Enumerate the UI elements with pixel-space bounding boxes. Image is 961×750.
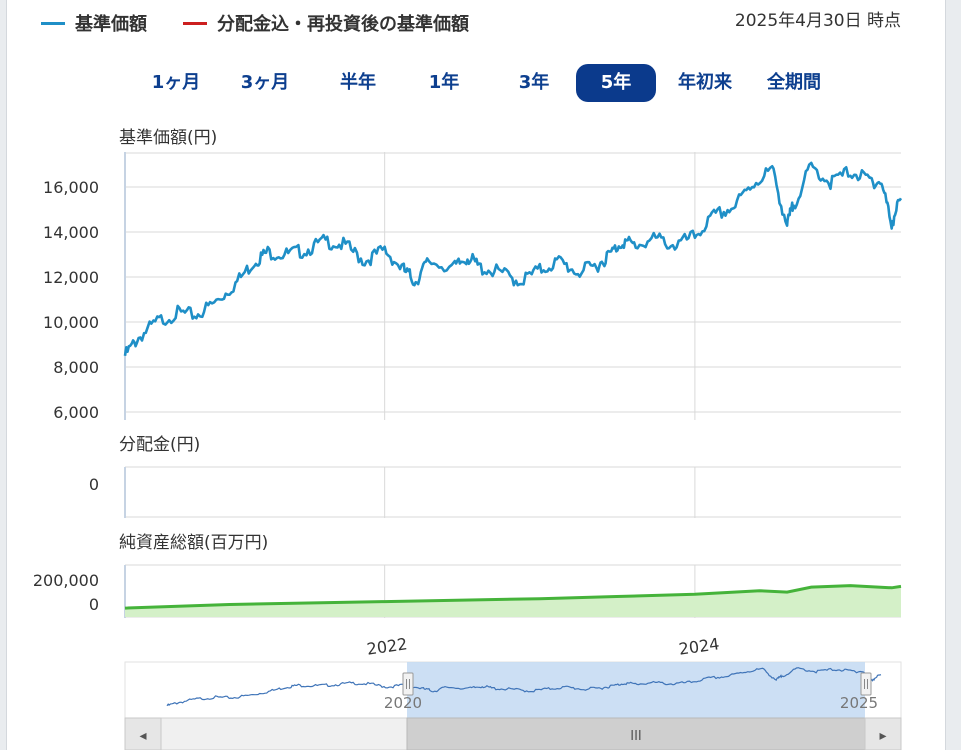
chart-svg: 基準価額(円) 16,000 14,000 12,000 10,000 8,00… [33, 128, 903, 750]
range-button-1y[interactable]: 1年 [428, 72, 460, 93]
scroll-left-button[interactable] [124, 717, 162, 750]
range-button-1m[interactable]: 1ヶ月 [151, 72, 201, 93]
scrollbar-track[interactable] [124, 717, 902, 750]
chart-panel: 基準価額 分配金込・再投資後の基準価額 2025年4月30日 時点 1ヶ月 3ヶ… [6, 0, 946, 750]
scroll-right-arrow-icon: ▸ [879, 728, 886, 744]
assets-series-line [124, 584, 902, 610]
navigator-series-line [166, 667, 882, 707]
as-of-date: 2025年4月30日 時点 [734, 11, 901, 31]
price-y-tick: 10,000 [43, 313, 99, 332]
distribution-gridlines [124, 466, 901, 518]
legend-label-reinvested: 分配金込・再投資後の基準価額 [217, 14, 469, 35]
price-chart-title: 基準価額(円) [119, 128, 217, 148]
navigator [124, 661, 902, 719]
assets-area-fill [125, 585, 901, 617]
scroll-left-arrow-icon: ◂ [139, 728, 146, 744]
assets-y-tick: 200,000 [33, 571, 99, 590]
scrollbar-thumb[interactable] [406, 717, 866, 750]
x-tick-label: 2024 [678, 634, 721, 658]
assets-chart-title: 純資産総額(百万円) [119, 533, 268, 553]
legend-item-reinvested[interactable]: 分配金込・再投資後の基準価額 [183, 10, 469, 36]
x-tick-label: 2022 [366, 634, 409, 658]
navigator-label-start: 2020 [384, 694, 422, 712]
range-button-all[interactable]: 全期間 [767, 72, 821, 93]
distribution-y-tick: 0 [89, 475, 99, 494]
scrollbar-grip-icon: III [630, 729, 642, 744]
range-selector: 1ヶ月 3ヶ月 半年 1年 3年 5年 年初来 全期間 [127, 64, 927, 104]
price-y-tick: 14,000 [43, 223, 99, 242]
price-y-tick: 12,000 [43, 268, 99, 287]
assets-gridlines [124, 564, 901, 618]
legend: 基準価額 分配金込・再投資後の基準価額 [41, 10, 505, 36]
range-button-5y[interactable]: 5年 [576, 64, 656, 102]
legend-swatch-reinvested [183, 21, 207, 25]
navigator-selected-range[interactable] [407, 662, 865, 718]
distribution-chart-title: 分配金(円) [119, 435, 200, 455]
price-gridlines [124, 152, 901, 420]
price-y-ticks: 16,000 14,000 12,000 10,000 8,000 6,000 [43, 178, 99, 422]
range-button-ytd[interactable]: 年初来 [678, 72, 732, 93]
navigator-handle-left[interactable] [402, 672, 414, 696]
legend-label-nav: 基準価額 [75, 14, 147, 35]
range-button-3y[interactable]: 3年 [518, 72, 550, 93]
nav-series-line [123, 161, 903, 356]
price-y-tick: 16,000 [43, 178, 99, 197]
range-button-6m[interactable]: 半年 [340, 72, 376, 93]
range-button-3m[interactable]: 3ヶ月 [240, 72, 290, 93]
scroll-right-button[interactable] [864, 717, 902, 750]
navigator-handle-right[interactable] [860, 672, 872, 696]
legend-swatch-nav [41, 21, 65, 25]
price-y-tick: 8,000 [53, 358, 99, 377]
navigator-label-end: 2025 [840, 694, 878, 712]
legend-item-nav[interactable]: 基準価額 [41, 10, 147, 36]
assets-y-tick: 0 [89, 595, 99, 614]
price-y-tick: 6,000 [53, 403, 99, 422]
